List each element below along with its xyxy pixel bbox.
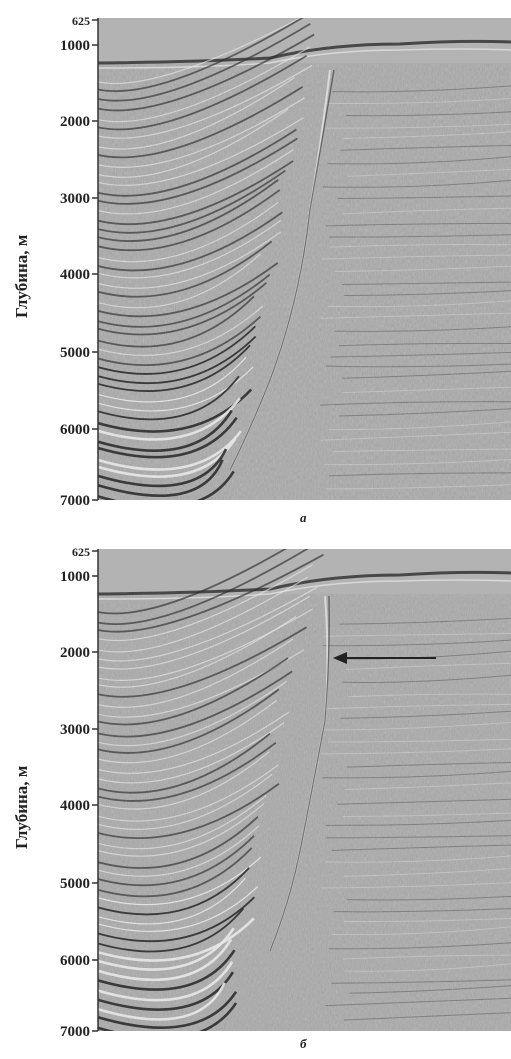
y-tick-label: 1000 [60, 38, 90, 54]
y-ticks-b: 625 1000 2000 3000 4000 5000 6000 7000 [60, 545, 98, 1040]
caption-a: а [300, 510, 307, 525]
reflectors-a [98, 18, 511, 500]
arrow-annotation [333, 652, 436, 664]
seismic-panel-b: 625 1000 2000 3000 4000 5000 6000 7000 Глубина,… [0, 531, 511, 1059]
y-tick-label: 2000 [60, 114, 90, 130]
y-tick-label: 625 [72, 14, 90, 28]
y-tick-label: 7000 [60, 493, 90, 509]
seismic-section-b: 625 1000 2000 3000 4000 5000 6000 7000 [60, 545, 511, 1040]
y-tick-label: 4000 [60, 798, 90, 814]
y-tick-label: 3000 [60, 191, 90, 207]
y-tick-label: 1000 [60, 569, 90, 585]
seismic-panel-a: 625 1000 2000 3000 4000 5000 6000 7000 Глубина,… [12, 14, 511, 525]
caption-b: б [300, 1036, 307, 1051]
y-tick-label: 625 [72, 545, 90, 559]
y-tick-label: 5000 [60, 876, 90, 892]
y-tick-label: 6000 [60, 422, 90, 438]
y-ticks-a: 625 1000 2000 3000 4000 5000 6000 7000 [60, 14, 98, 509]
seismic-section-a: 625 1000 2000 3000 4000 5000 6000 7000 [60, 14, 511, 509]
y-tick-label: 3000 [60, 722, 90, 738]
y-axis-label-a: Глубина, м [12, 234, 31, 318]
y-tick-label: 5000 [60, 345, 90, 361]
y-axis-label-b: Глубина, м [12, 765, 31, 849]
y-tick-label: 2000 [60, 645, 90, 661]
y-tick-label: 4000 [60, 267, 90, 283]
reflectors-b [98, 549, 511, 1031]
y-tick-label: 7000 [60, 1024, 90, 1040]
y-tick-label: 6000 [60, 953, 90, 969]
